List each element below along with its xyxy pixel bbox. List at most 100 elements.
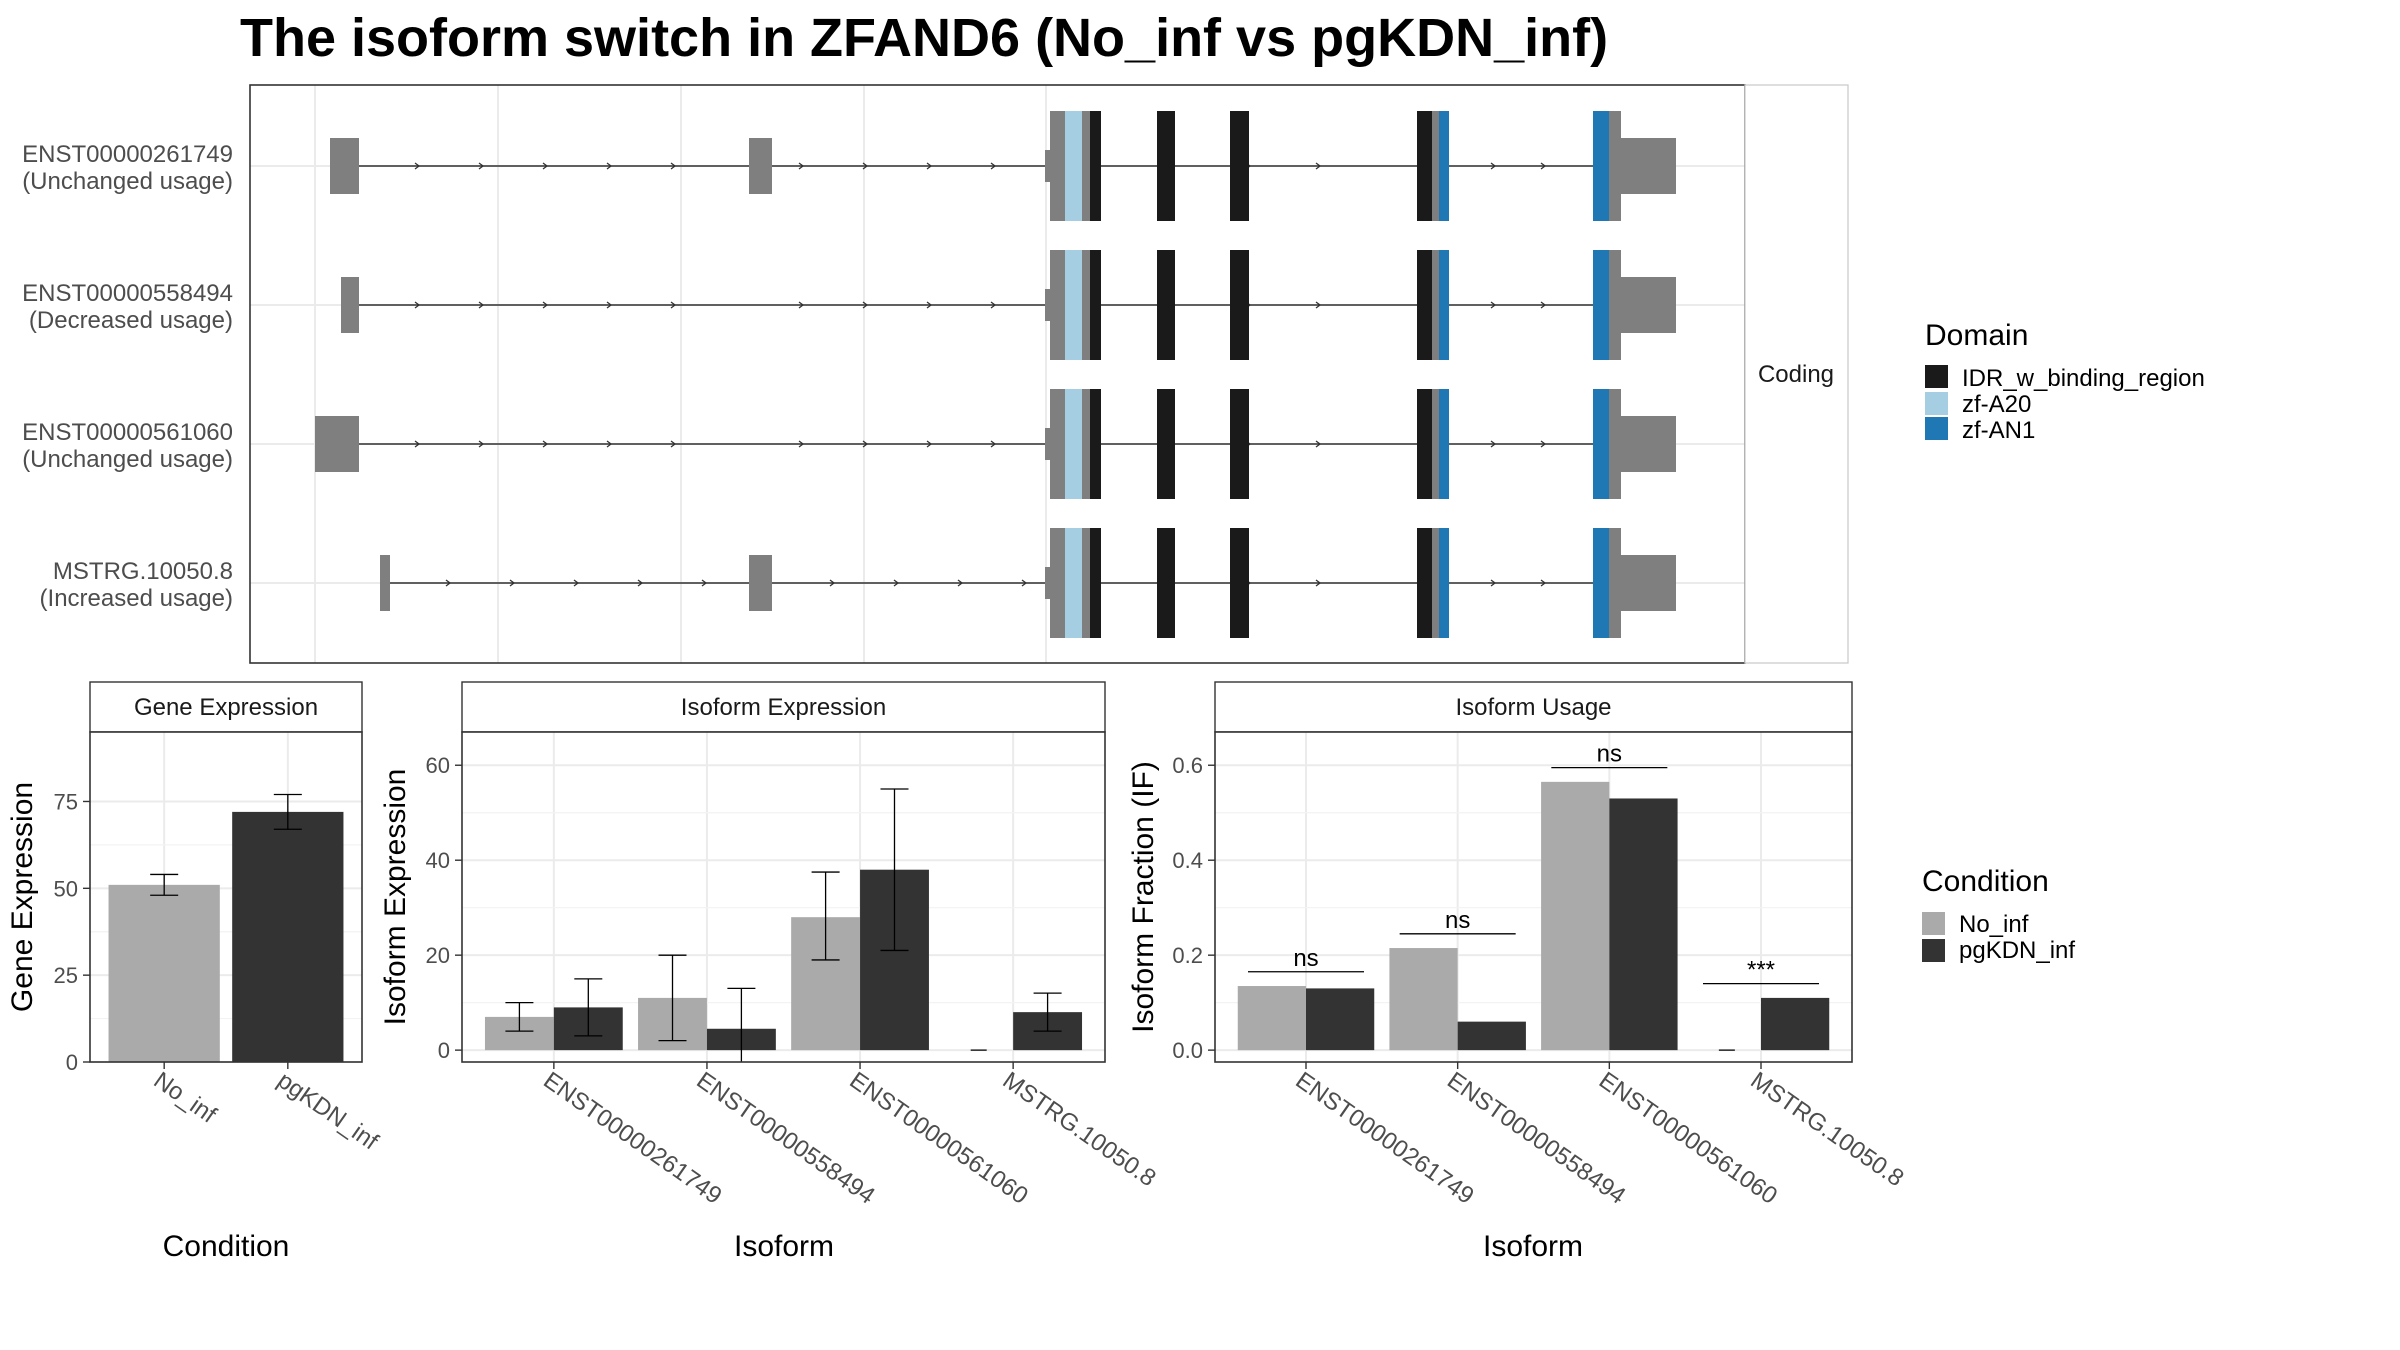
isoform-status-label: (Unchanged usage) [22,446,233,473]
utr-exon [315,416,359,472]
intron-arrow [606,301,613,309]
intron-arrow [606,440,613,448]
domain-zf-a20 [1065,111,1082,221]
y-tick-label: 50 [54,876,78,901]
intron-arrow [1540,579,1547,587]
condition-legend: Condition No_inf pgKDN_inf [1922,865,2075,964]
chart-title: The isoform switch in ZFAND6 (No_inf vs … [240,8,1608,68]
legend-swatch-idr [1925,365,1948,388]
domain-zf-an1 [1593,250,1609,360]
isoform-id-label: ENST00000561060 [22,419,233,446]
bar [1237,986,1306,1051]
domain-zf-an1 [1593,389,1609,499]
bar-chart-panels: Gene Expression 0 25 50 75 No_inf pgKDN_inf Gen… [6,681,1909,1263]
domain-legend-title: Domain [1925,319,2028,352]
intron-arrow [957,579,964,587]
intron-arrow [542,301,549,309]
legend-label-pgkdn-inf: pgKDN_inf [1959,937,2075,964]
bar [232,811,344,1062]
panel-strip-label: Gene Expression [134,694,318,721]
utr-exon [1621,277,1676,333]
y-tick-label: 0.4 [1172,848,1203,873]
intron-arrow [542,162,549,170]
utr-exon [1621,416,1676,472]
legend-label-idr: IDR_w_binding_region [1962,365,2205,392]
intron-arrow [1490,301,1497,309]
domain-idr [1230,389,1249,499]
intron-arrow [1315,162,1322,170]
x-axis-title: Isoform [734,1230,834,1263]
panel-strip [89,681,363,733]
coding-exon [1050,528,1065,638]
y-tick-label: 0.6 [1172,753,1203,778]
significance-label: ns [1445,907,1470,934]
intron-arrow [414,301,421,309]
intron-arrow [670,301,677,309]
intron-arrow [1490,440,1497,448]
y-axis-title: Isoform Expression [379,769,412,1026]
intron-arrow [478,162,485,170]
bar-panel: Gene Expression 0 25 50 75 No_inf pgKDN_inf Gen… [6,681,383,1263]
intron-arrow [829,579,836,587]
intron-arrow [798,301,805,309]
coding-exon [1082,389,1090,499]
coding-exon [1432,250,1439,360]
legend-swatch-no-inf [1922,912,1945,935]
domain-zf-an1 [1439,528,1449,638]
domain-idr [1417,111,1432,221]
intron-arrow [478,440,485,448]
domain-zf-a20 [1065,389,1082,499]
coding-exon [1050,250,1065,360]
domain-zf-a20 [1065,250,1082,360]
isoform-track [330,111,1676,221]
utr-exon [1621,138,1676,194]
intron-arrow [606,162,613,170]
intron-arrow [990,162,997,170]
intron-arrow [509,579,516,587]
structure-facet-label: Coding [1758,361,1834,388]
isoform-status-label: (Increased usage) [40,585,233,612]
intron-arrow [1315,440,1322,448]
intron-arrow [990,301,997,309]
isoform-track [341,250,1676,360]
domain-idr [1230,111,1249,221]
intron-arrow [862,162,869,170]
bar [1457,1021,1526,1051]
isoform-id-label: ENST00000558494 [22,280,233,307]
legend-swatch-zf-an1 [1925,417,1948,440]
legend-swatch-zf-a20 [1925,392,1948,415]
intron-arrow [862,440,869,448]
plot-background [462,732,1105,1062]
isoform-id-label: MSTRG.10050.8 [53,558,233,585]
coding-exon [1050,111,1065,221]
x-tick-label: MSTRG.10050.8 [998,1067,1161,1192]
coding-exon [1432,111,1439,221]
intron-arrow [1315,301,1322,309]
intron-arrow [701,579,708,587]
bar [1761,997,1830,1051]
panel-strip [1214,681,1853,733]
utr-exon [749,138,772,194]
intron-arrow [670,440,677,448]
isoform-structure-panel: Coding ENST00000261749(Unchanged usage)E… [22,84,1849,664]
structure-facet-strip [1744,84,1849,664]
utr-exon [749,555,772,611]
intron-arrow [670,162,677,170]
coding-exon [1082,111,1090,221]
intron-arrow [1490,162,1497,170]
domain-idr [1157,111,1175,221]
bar [1541,781,1610,1051]
bar-panel: Isoform Expression0204060ENST00000261749… [379,681,1161,1263]
domain-idr [1417,389,1432,499]
legend-label-no-inf: No_inf [1959,911,2029,938]
domain-idr [1090,111,1101,221]
y-tick-label: 25 [54,963,78,988]
bar [1609,798,1678,1051]
coding-exon [1609,250,1621,360]
intron-arrow [637,579,644,587]
coding-exon [1609,111,1621,221]
intron-arrow [1540,162,1547,170]
plot-border [461,731,1106,1063]
x-axis-title: Isoform [1483,1230,1583,1263]
domain-idr [1090,389,1101,499]
